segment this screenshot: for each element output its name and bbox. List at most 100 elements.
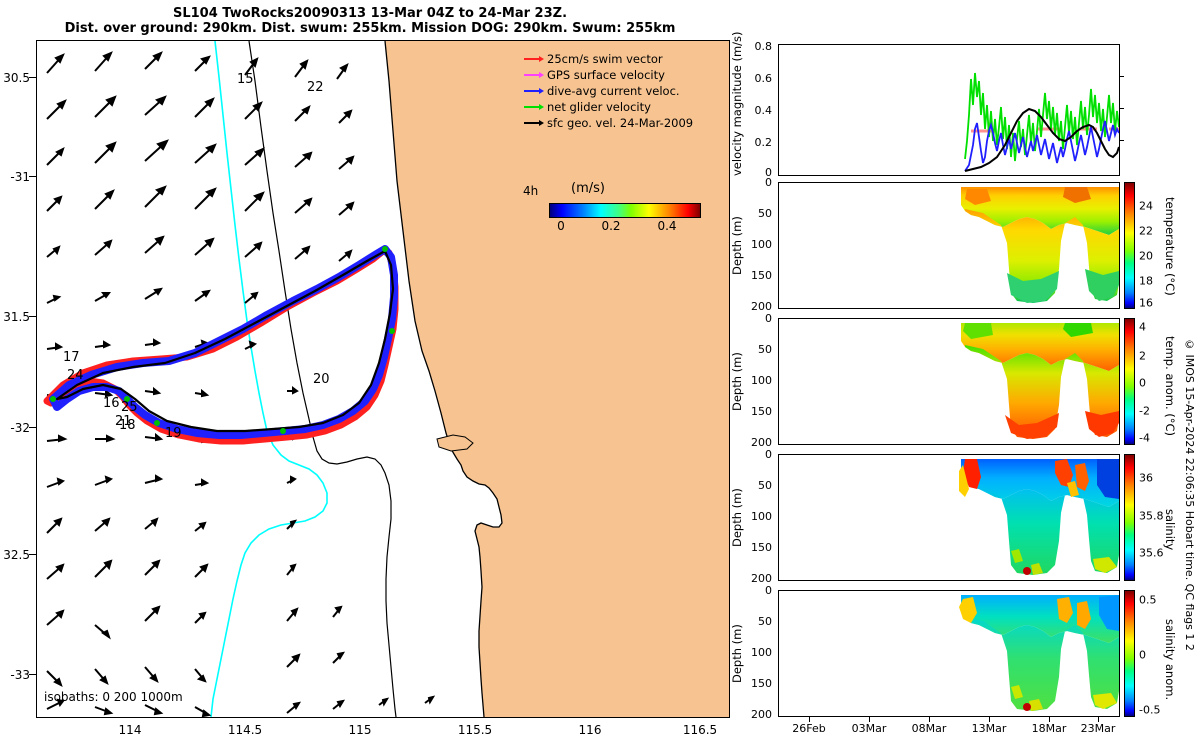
- map-xtick-1: 114.5: [227, 723, 263, 737]
- track-day-labels: 15 22 17 24 20 16 25 21 18 19: [63, 72, 330, 441]
- salinity-cbar-tick-2: 35.6: [1139, 546, 1164, 560]
- time-interval-label: 4h: [523, 184, 539, 198]
- temperature-ytick-1: 50: [758, 207, 772, 220]
- temperature-ytick-0: 0: [765, 176, 772, 189]
- velocity-ytick-3: 0.2: [754, 136, 773, 149]
- salinity-anomaly-ytick-1: 50: [758, 615, 772, 628]
- map-ytick-2: 31.5: [3, 310, 30, 324]
- temperature-colorbar: [1124, 182, 1135, 309]
- net-velocity-markers: [50, 246, 395, 434]
- title-line-2: Dist. over ground: 290km. Dist. swum: 25…: [64, 21, 676, 36]
- figure-title: SL104 TwoRocks20090313 13-Mar 04Z to 24-…: [0, 6, 740, 37]
- velocity-magnitude-panel[interactable]: [778, 44, 1120, 176]
- salinity-anomaly-colorbar: [1124, 590, 1135, 717]
- track-label-19: 19: [165, 426, 182, 441]
- map-ytick-3: -32: [10, 421, 30, 435]
- map-xtick-3: 115.5: [457, 723, 493, 737]
- time-tick-mark: [989, 717, 990, 722]
- track-label-25: 25: [121, 400, 138, 415]
- legend-item-net-glider-velocity[interactable]: net glider velocity: [523, 99, 719, 115]
- time-tick-mark: [929, 717, 930, 722]
- track-label-18: 18: [119, 418, 136, 433]
- sfc-geostrophic-velocity-series: [964, 107, 1120, 172]
- temp-anomaly-section-panel[interactable]: [778, 318, 1120, 445]
- salinity-section-panel[interactable]: [778, 454, 1120, 581]
- isobath-legend: isobaths: 0 200 1000m: [44, 690, 183, 704]
- time-tick-0: 26Feb: [792, 722, 826, 735]
- legend-label: net glider velocity: [547, 100, 651, 114]
- map-canvas: 15 22 17 24 20 16 25 21 18 19: [43, 41, 729, 717]
- velocity-ytick-4: 0: [765, 166, 772, 179]
- track-label-24: 24: [67, 368, 84, 383]
- time-tick-mark: [809, 717, 810, 722]
- time-tick-4: 18Mar: [1031, 722, 1067, 735]
- velocity-timeseries-svg: [964, 72, 1120, 172]
- temperature-cbar-tick-1: 22: [1139, 224, 1153, 238]
- net-glider-velocity-icon: [523, 102, 544, 112]
- legend-label: GPS surface velocity: [547, 68, 665, 82]
- track-label-15: 15: [237, 72, 254, 87]
- dive-avg-current-icon: [523, 86, 544, 96]
- velocity-right-tick: [1120, 76, 1124, 77]
- dive-avg-current-series: [964, 120, 1120, 172]
- legend-item-sfc-geo-velocity[interactable]: sfc geo. vel. 24-Mar-2009: [523, 115, 719, 131]
- salinity-ytick-0: 0: [765, 448, 772, 461]
- track-label-16: 16: [103, 396, 120, 411]
- legend-item-dive-avg-current[interactable]: dive-avg current veloc.: [523, 83, 719, 99]
- temperature-cbar-label: temperature (°C): [1163, 196, 1177, 296]
- copyright-credit: © IMOS 15-Apr-2024 22:06:35 Hobart time.…: [1183, 338, 1196, 651]
- swim-vector-icon: [523, 54, 544, 64]
- temperature-section-data: [961, 187, 1119, 303]
- map-xtick-0: 114: [118, 723, 142, 737]
- map-ytick-mark: [29, 176, 36, 177]
- salinity-anomaly-section-panel[interactable]: [778, 590, 1120, 717]
- isobath-1000: [210, 41, 328, 717]
- salinity-anomaly-section-data: [959, 595, 1119, 711]
- temp-anomaly-cbar-tick-2: 0: [1139, 376, 1146, 390]
- mission-dog-track: [55, 249, 395, 433]
- legend-item-gps-surface-velocity[interactable]: GPS surface velocity: [523, 67, 719, 83]
- time-tick-2: 08Mar: [911, 722, 947, 735]
- temp-anomaly-cbar-tick-3: -2: [1139, 404, 1150, 418]
- track-label-17: 17: [63, 350, 80, 365]
- temp-anomaly-panel-ylabel: Depth (m): [730, 352, 744, 412]
- time-tick-mark: [1098, 717, 1099, 722]
- salinity-anomaly-cbar-tick-1: 0: [1139, 648, 1146, 662]
- track-label-20: 20: [313, 372, 330, 387]
- time-tick-5: 23Mar: [1080, 722, 1116, 735]
- sfc-geo-velocity-icon: [523, 118, 544, 128]
- temp-anomaly-cbar-tick-4: -4: [1139, 431, 1150, 445]
- map-ytick-mark: [29, 77, 36, 78]
- net-glider-velocity-series: [964, 72, 1120, 162]
- salinity-anomaly-ytick-4: 200: [751, 708, 772, 721]
- salinity-anomaly-panel-ylabel: Depth (m): [730, 624, 744, 684]
- salinity-anomaly-section-svg: [959, 595, 1119, 711]
- glider-track-map[interactable]: 15 22 17 24 20 16 25 21 18 19: [36, 40, 730, 718]
- temperature-cbar-tick-4: 16: [1139, 296, 1153, 310]
- salinity-cbar-tick-0: 36: [1139, 471, 1153, 485]
- salinity-panel-ylabel: Depth (m): [730, 488, 744, 548]
- velocity-ytick-0: 0.8: [754, 40, 773, 53]
- island-polygon: [436, 434, 474, 452]
- title-line-1: SL104 TwoRocks20090313 13-Mar 04Z to 24-…: [172, 6, 568, 21]
- temperature-section-panel[interactable]: [778, 182, 1120, 309]
- map-ytick-0: 30.5: [3, 71, 30, 85]
- legend-label: 25cm/s swim vector: [547, 52, 663, 66]
- temp-anomaly-ytick-1: 50: [758, 343, 772, 356]
- salinity-anomaly-ytick-3: 150: [751, 677, 772, 690]
- time-tick-mark: [1049, 717, 1050, 722]
- salinity-ytick-4: 200: [751, 572, 772, 585]
- temperature-ytick-4: 200: [751, 300, 772, 313]
- legend-item-swim-vector[interactable]: 25cm/s swim vector: [523, 51, 719, 67]
- map-ytick-1: -31: [10, 170, 30, 184]
- salinity-section-svg: [959, 459, 1119, 575]
- temp-anomaly-section-svg: [961, 323, 1119, 439]
- salinity-cbar-label: salinity: [1163, 509, 1177, 551]
- coastline: [384, 41, 503, 717]
- map-xtick-4: 116: [578, 723, 602, 737]
- temp-anomaly-cbar-tick-0: 4: [1139, 320, 1146, 334]
- map-xtick-5: 116.5: [682, 723, 718, 737]
- velocity-ytick-1: 0.6: [754, 72, 773, 85]
- temperature-section-svg: [961, 187, 1119, 303]
